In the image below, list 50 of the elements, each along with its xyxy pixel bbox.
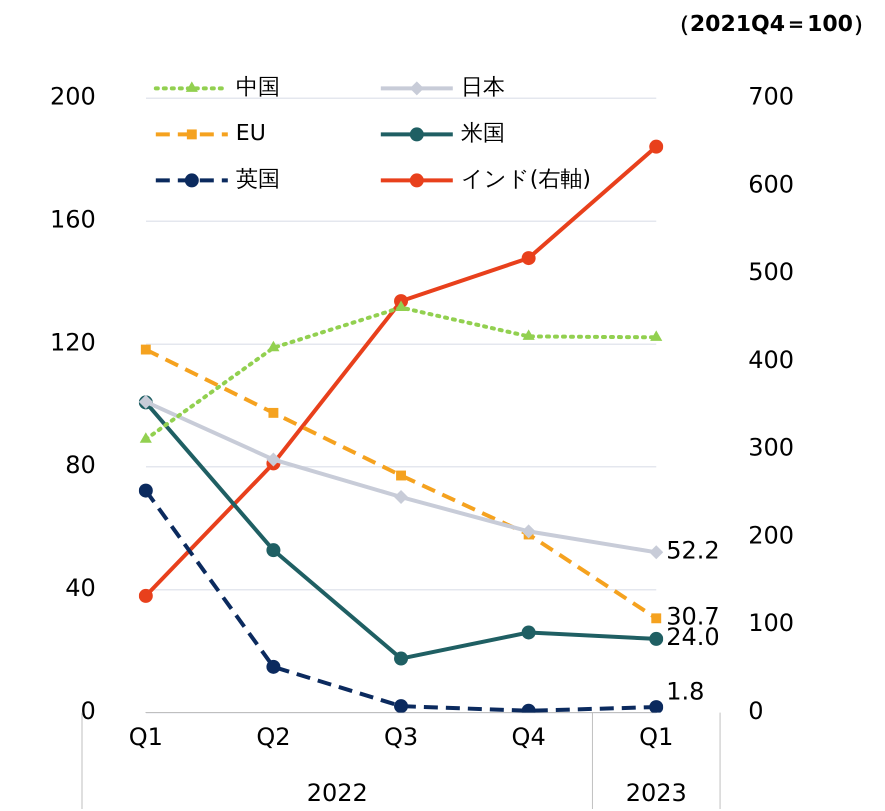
point bbox=[649, 700, 664, 713]
point bbox=[649, 545, 664, 560]
legend-label: インド(右軸) bbox=[460, 167, 591, 192]
x-tick-label: Q1 bbox=[128, 723, 163, 752]
y2-tick-label: 600 bbox=[748, 170, 794, 198]
point bbox=[394, 300, 408, 312]
data-label: 1.8 bbox=[666, 677, 704, 706]
point bbox=[649, 140, 664, 154]
point bbox=[522, 524, 536, 538]
point bbox=[651, 613, 662, 624]
text: 2022 bbox=[306, 779, 368, 808]
point bbox=[394, 490, 408, 504]
point bbox=[266, 660, 280, 674]
y2-tick-label: 700 bbox=[748, 82, 794, 111]
point bbox=[522, 251, 536, 266]
point bbox=[649, 632, 664, 646]
point bbox=[140, 344, 151, 355]
y-tick-label: 40 bbox=[65, 574, 96, 602]
point bbox=[522, 625, 536, 640]
x-tick-label: Q3 bbox=[384, 723, 418, 752]
point bbox=[138, 484, 153, 498]
x-tick-label: Q2 bbox=[256, 723, 291, 752]
point bbox=[266, 452, 280, 467]
y2-tick-label: 0 bbox=[748, 696, 764, 725]
text: （2021Q4＝100） bbox=[668, 12, 875, 37]
y-tick-label: 120 bbox=[50, 328, 96, 356]
legend-label: 米国 bbox=[460, 121, 505, 146]
x-tick-label: Q4 bbox=[512, 723, 546, 752]
y2-tick-label: 400 bbox=[748, 346, 794, 374]
y-tick-label: 80 bbox=[65, 451, 96, 480]
y2-tick-label: 200 bbox=[748, 521, 794, 550]
text: 2023 bbox=[626, 779, 687, 808]
x-tick-label: Q1 bbox=[639, 723, 674, 752]
point bbox=[394, 699, 408, 713]
y2-tick-label: 500 bbox=[748, 258, 794, 286]
y-tick-label: 200 bbox=[50, 82, 96, 111]
legend-label: 中国 bbox=[236, 75, 280, 100]
legend-label: EU bbox=[236, 121, 266, 146]
legend-label: 英国 bbox=[236, 167, 280, 192]
y-tick-label: 0 bbox=[80, 696, 96, 725]
y2-tick-label: 300 bbox=[748, 434, 794, 462]
point bbox=[396, 470, 406, 480]
y2-tick-label: 100 bbox=[748, 609, 794, 638]
data-label: 52.2 bbox=[666, 536, 720, 565]
legend-label: 日本 bbox=[460, 75, 505, 100]
point bbox=[268, 408, 278, 418]
point bbox=[138, 588, 153, 603]
y-tick-label: 160 bbox=[50, 205, 96, 234]
point bbox=[266, 543, 280, 558]
point bbox=[394, 652, 408, 666]
